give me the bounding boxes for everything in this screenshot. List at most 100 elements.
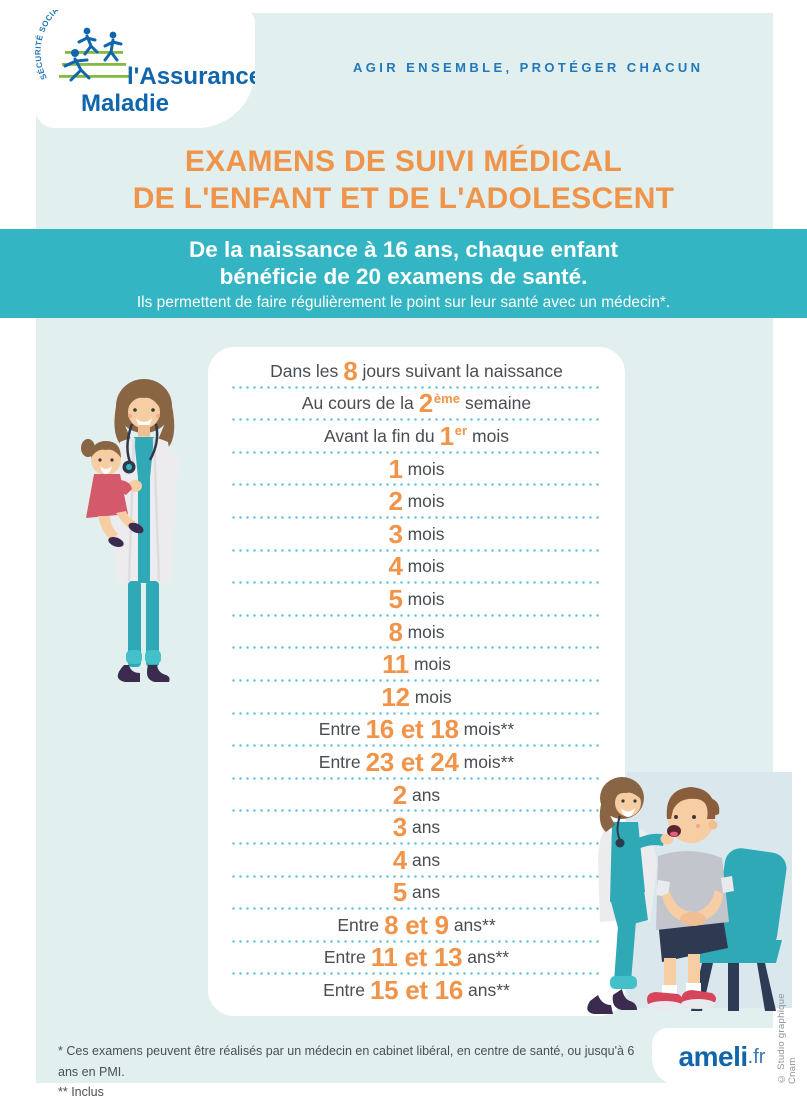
exam-row-unit: mois (407, 491, 445, 512)
logo-green-lines (59, 51, 129, 78)
header-tagline: AGIR ENSEMBLE, PROTÉGER CHACUN (353, 60, 704, 75)
exam-row: Entre 11 et 13 ans** (230, 942, 603, 975)
exam-row: 4 ans (230, 844, 603, 878)
exam-row-number: 1 (388, 453, 403, 484)
page-title-line1: EXAMENS DE SUIVI MÉDICAL (184, 145, 623, 178)
exam-row-unit: ans (411, 882, 441, 903)
exam-row-number: 2 (418, 388, 433, 419)
exam-row: Entre 8 et 9 ans** (230, 909, 603, 943)
exam-row-number: 3 (392, 812, 407, 843)
exam-row-unit: ans (411, 817, 441, 838)
exam-row: Entre 16 et 18 mois** (230, 714, 603, 747)
exam-row-unit: ans** (467, 947, 510, 968)
doctor-holding-toddler-illustration (81, 379, 181, 682)
exam-row-number: 3 (388, 518, 403, 549)
exam-row: Au cours de la 2 ème semaine (230, 388, 603, 421)
logo-wordmark-line1: l'Assurance (127, 63, 255, 90)
logo-figures-icon (63, 34, 123, 82)
exam-row-prefix: Au cours de la (301, 393, 414, 414)
exam-row-number: 11 et 13 (370, 942, 463, 973)
exam-row-number: 16 et 18 (365, 714, 459, 745)
exam-row: 3 ans (230, 811, 603, 845)
exam-list: Dans les 8 jours suivant la naissance Au co… (230, 355, 603, 1007)
exam-row-prefix: Entre (323, 980, 365, 1001)
exam-row-prefix: Entre (323, 947, 366, 968)
exam-row: 12 mois (230, 681, 603, 715)
footnote-line2: ** Inclus (58, 1085, 104, 1100)
exam-row-unit: ans** (453, 914, 496, 935)
exam-row-number: 4 (392, 844, 407, 875)
footnotes: * Ces examens peuvent être réalisés par … (58, 1041, 638, 1103)
securite-sociale-arc-text: SÉCURITÉ SOCIALE (35, 10, 69, 81)
banner-line2: bénéficie de 20 examens de santé. (0, 263, 807, 290)
exam-row: Entre 23 et 24 mois** (230, 746, 603, 780)
exam-row-unit: mois (407, 621, 445, 642)
exam-row-unit: mois (407, 458, 445, 479)
exam-row-prefix: Entre (337, 914, 380, 935)
exam-row-unit: ans** (468, 980, 510, 1001)
exam-schedule-card: Dans les 8 jours suivant la naissance Au co… (208, 347, 625, 1016)
exam-row-number: 5 (392, 877, 407, 908)
exam-row-number: 8 et 9 (384, 909, 449, 940)
assurance-maladie-logo: SÉCURITÉ SOCIALE l'Assurance Maladie (34, 0, 262, 128)
exam-row-unit: mois (407, 556, 445, 577)
exam-row: 1 mois (230, 453, 603, 486)
page-title-line2: DE L'ENFANT ET DE L'ADOLESCENT (132, 182, 675, 215)
exam-row-number: 8 (343, 355, 358, 386)
exam-row-unit: mois (472, 425, 509, 446)
assurance-maladie-logo-graphic: SÉCURITÉ SOCIALE l'Assurance Maladie (34, 0, 262, 117)
exam-row-prefix: Avant la fin du (323, 425, 435, 446)
exam-row-prefix: Entre (318, 751, 361, 772)
banner-line1: De la naissance à 16 ans, chaque enfant (189, 237, 618, 262)
exam-row: 3 mois (230, 518, 603, 552)
exam-row-number: 8 (388, 616, 403, 647)
exam-row-number: 12 (381, 681, 410, 712)
exam-row-unit: mois (413, 654, 451, 675)
ameli-logo-name: ameli (678, 1041, 749, 1072)
exam-row-number: 15 et 16 (369, 975, 463, 1006)
exam-row-ordinal-suffix: ème (433, 390, 460, 406)
banner-line2-prefix: bénéficie de (219, 264, 356, 289)
exam-row: 11 mois (230, 648, 603, 682)
exam-row-unit: mois** (463, 751, 515, 772)
exam-row-unit: mois** (463, 719, 515, 740)
exam-row: Dans les 8 jours suivant la naissance (230, 355, 603, 389)
exam-row-unit: mois (407, 588, 445, 609)
exam-row-number: 1 (439, 420, 454, 451)
exam-row-unit: ans (411, 849, 441, 870)
exam-row-ordinal-suffix: er (454, 423, 468, 439)
exam-row: 4 mois (230, 551, 603, 584)
banner-line2-bold: 20 examens de santé. (355, 264, 588, 289)
exam-row-number: 2 (388, 486, 403, 517)
exam-row: 5 ans (230, 877, 603, 910)
exam-row-unit: ans (411, 784, 441, 805)
studio-credit: © Studio graphique Cnam (776, 993, 798, 1084)
exam-row: 2 ans (230, 779, 603, 812)
exam-row-number: 2 (392, 779, 407, 810)
exam-row: Avant la fin du 1 er mois (230, 420, 603, 454)
exam-row-prefix: Dans les (270, 360, 339, 381)
ameli-logo: ameli .fr (652, 1028, 792, 1086)
exam-row-unit: jours suivant la naissance (362, 360, 563, 381)
exam-row-unit: mois (414, 686, 452, 707)
banner-line3: Ils permettent de faire régulièrement le… (136, 294, 671, 311)
exam-row-prefix: Entre (318, 719, 361, 740)
footnote-line1: * Ces examens peuvent être réalisés par … (58, 1044, 635, 1079)
intro-banner: De la naissance à 16 ans, chaque enfant … (0, 229, 807, 318)
exam-row: 8 mois (230, 616, 603, 649)
exam-row-number: 11 (382, 649, 409, 680)
page-title: EXAMENS DE SUIVI MÉDICAL DE L'ENFANT ET … (0, 143, 807, 217)
exam-row-number: 4 (388, 551, 403, 582)
exam-row-unit: mois (407, 523, 445, 544)
exam-row-number: 5 (388, 583, 403, 614)
ameli-logo-tld: .fr (747, 1045, 766, 1068)
exam-row-unit: semaine (464, 393, 532, 414)
logo-wordmark-line2: Maladie (81, 90, 169, 117)
doctor-examining-boy-illustration (587, 772, 792, 1014)
exam-row: Entre 15 et 16 ans** (230, 974, 603, 1007)
exam-row: 2 mois (230, 485, 603, 519)
logo-figure-heads (71, 27, 117, 57)
exam-row-number: 23 et 24 (365, 746, 459, 777)
exam-row: 5 mois (230, 583, 603, 617)
